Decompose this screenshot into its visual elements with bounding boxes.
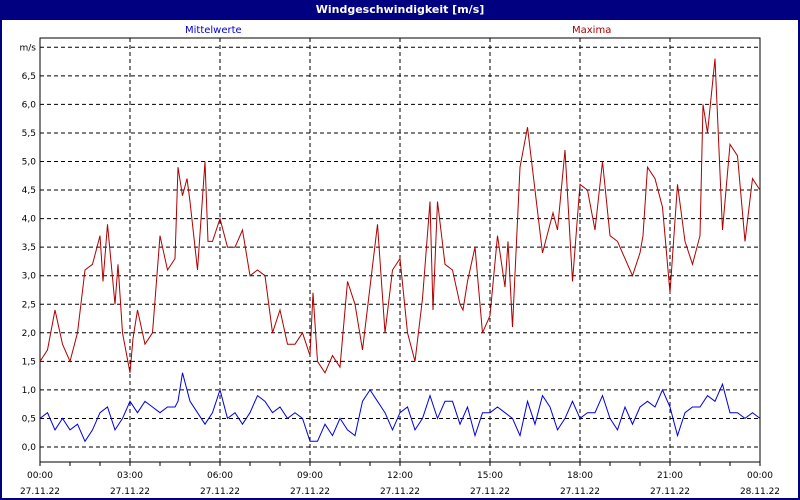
legend-max: Maxima — [572, 25, 612, 36]
y-tick-label: 2,0 — [22, 329, 37, 339]
y-tick-label: 3,0 — [22, 272, 37, 282]
y-tick-label: 2,5 — [22, 300, 36, 310]
x-tick-date: 27.11.22 — [20, 487, 60, 497]
x-tick-date: 27.11.22 — [650, 487, 690, 497]
y-tick-label: 4,5 — [22, 186, 36, 196]
y-tick-label: 1,0 — [22, 386, 37, 396]
x-tick-date: 27.11.22 — [110, 487, 150, 497]
y-tick-label: 0,0 — [22, 443, 37, 453]
x-tick-date: 27.11.22 — [470, 487, 510, 497]
y-tick-label: 6,5 — [22, 72, 36, 82]
y-tick-label: 6,0 — [22, 100, 37, 110]
series-mittelwerte — [39, 372, 761, 443]
y-tick-label: 3,5 — [22, 243, 36, 253]
x-tick-date: 27.11.22 — [200, 487, 240, 497]
y-tick-label: 0,5 — [22, 414, 36, 424]
x-tick-time: 12:00 — [387, 471, 413, 481]
x-tick-date: 28.11.22 — [740, 487, 780, 497]
legend-mean: Mittelwerte — [185, 25, 242, 36]
y-tick-label: 4,0 — [22, 215, 37, 225]
x-tick-time: 21:00 — [657, 471, 683, 481]
x-tick-time: 00:00 — [27, 471, 53, 481]
x-tick-time: 15:00 — [477, 471, 503, 481]
x-tick-date: 27.11.22 — [560, 487, 600, 497]
y-tick-label: 1,5 — [22, 357, 36, 367]
x-tick-time: 09:00 — [297, 471, 323, 481]
y-tick-label: 5,5 — [22, 129, 36, 139]
x-tick-time: 03:00 — [117, 471, 143, 481]
x-tick-date: 27.11.22 — [380, 487, 420, 497]
x-tick-time: 06:00 — [207, 471, 233, 481]
x-tick-time: 18:00 — [567, 471, 593, 481]
x-tick-time: 00:00 — [747, 471, 773, 481]
x-tick-date: 27.11.22 — [290, 487, 330, 497]
y-tick-label: m/s — [20, 43, 37, 53]
series-maxima — [39, 58, 761, 374]
window-title: Windgeschwindigkeit [m/s] — [0, 0, 800, 20]
y-tick-label: 5,0 — [22, 158, 37, 168]
plot-frame — [39, 37, 761, 463]
